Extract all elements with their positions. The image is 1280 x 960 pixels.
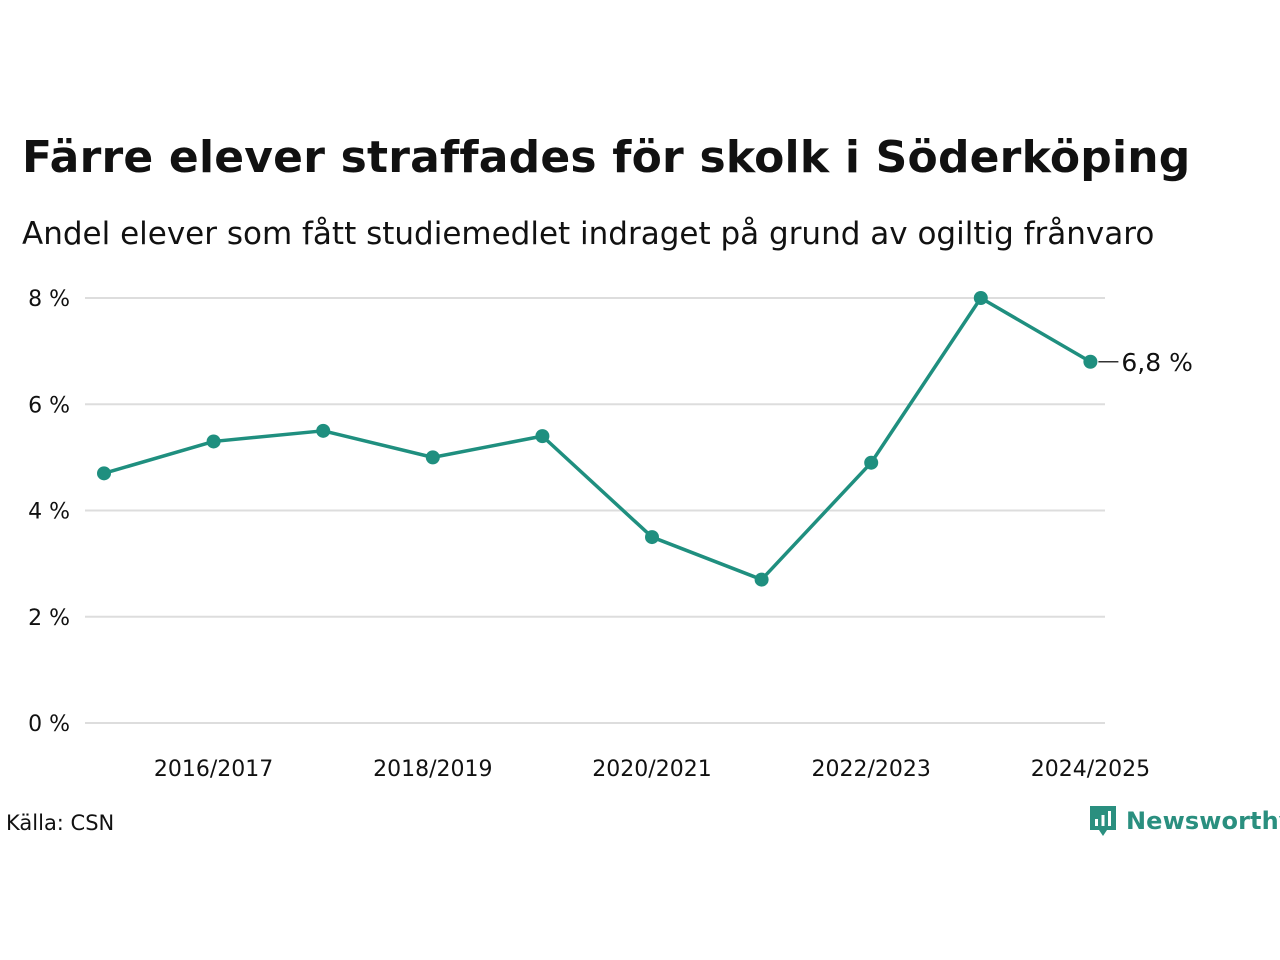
y-tick-label: 4 %: [28, 500, 70, 525]
grid-lines: [85, 297, 1105, 724]
brand-name: Newsworthy: [1126, 807, 1280, 835]
line-chart: 0 % 2 % 4 % 6 % 8 % 2016/2017 2018/2019 2020/2…: [28, 287, 1193, 782]
data-point: [973, 291, 988, 305]
data-point: [97, 466, 111, 481]
chart-subtitle: Andel elever som fått studiemedlet indra…: [22, 216, 1155, 252]
chart-title: Färre elever straffades för skolk i Söde…: [22, 132, 1191, 183]
y-tick-label: 6 %: [28, 393, 70, 418]
x-tick-label: 2024/2025: [1031, 757, 1150, 782]
y-tick-label: 0 %: [28, 712, 70, 737]
data-point: [206, 434, 221, 449]
data-point: [645, 530, 659, 545]
end-value-label: 6,8 %: [1121, 348, 1192, 377]
y-tick-label: 2 %: [28, 606, 70, 631]
brand: Newsworthy: [1088, 804, 1280, 838]
x-tick-label: 2022/2023: [812, 757, 931, 782]
data-point: [316, 423, 331, 438]
data-point: [425, 450, 440, 465]
data-point: [754, 572, 769, 587]
x-tick-label: 2016/2017: [154, 757, 273, 782]
series-line: [103, 296, 1092, 582]
newsworthy-logo-icon: [1090, 806, 1116, 836]
x-tick-label: 2020/2021: [592, 757, 711, 782]
x-axis-ticks: 2016/2017 2018/2019 2020/2021 2022/2023 2024…: [154, 757, 1150, 782]
data-point: [535, 429, 550, 444]
y-tick-label: 8 %: [28, 287, 70, 312]
x-tick-label: 2018/2019: [373, 757, 492, 782]
y-axis-ticks: 0 % 2 % 4 % 6 % 8 %: [28, 287, 70, 737]
source-note: Källa: CSN: [6, 811, 115, 835]
series-group: [97, 291, 1098, 587]
data-point: [864, 455, 879, 470]
data-point: [1083, 354, 1098, 369]
end-label-group: 6,8 %: [1098, 348, 1193, 377]
